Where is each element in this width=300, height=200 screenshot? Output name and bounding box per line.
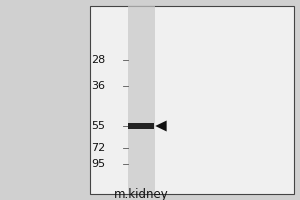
Text: 72: 72 bbox=[91, 143, 105, 153]
Text: m.kidney: m.kidney bbox=[114, 188, 168, 200]
Text: 36: 36 bbox=[91, 81, 105, 91]
Polygon shape bbox=[155, 120, 167, 132]
Text: 95: 95 bbox=[91, 159, 105, 169]
Bar bbox=[128, 6, 154, 194]
Text: 55: 55 bbox=[91, 121, 105, 131]
Bar bbox=[90, 6, 294, 194]
Text: 28: 28 bbox=[91, 55, 105, 65]
Bar bbox=[128, 123, 154, 129]
